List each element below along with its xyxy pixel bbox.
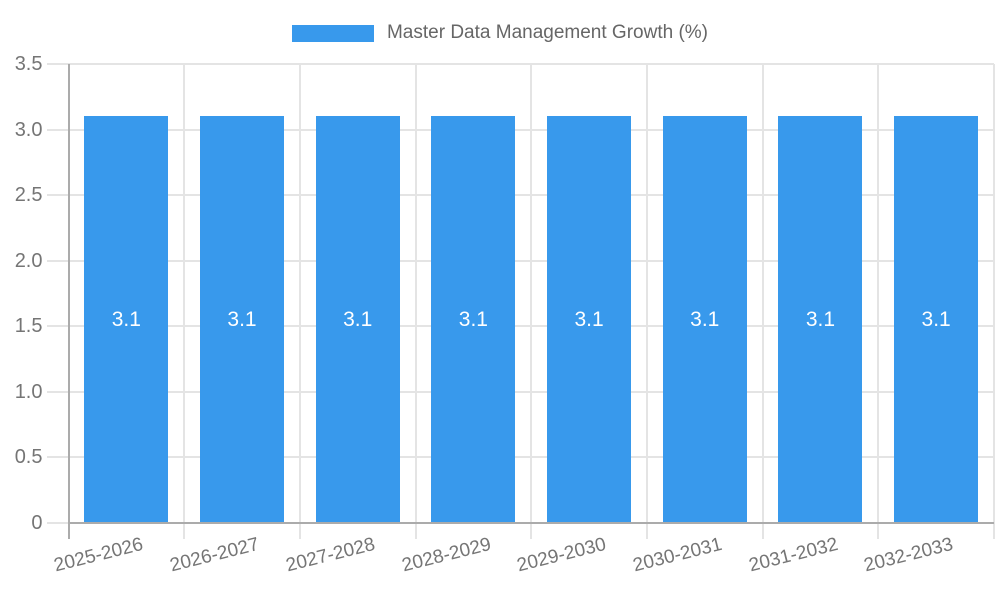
y-gridline bbox=[46, 456, 994, 459]
x-gridline bbox=[414, 64, 417, 539]
legend[interactable]: Master Data Management Growth (%) bbox=[0, 18, 1000, 48]
bar-value-label: 3.1 bbox=[458, 307, 488, 331]
x-axis-tick-label: 2030-2031 bbox=[630, 533, 725, 577]
bar-value-label: 3.1 bbox=[805, 307, 836, 331]
y-gridline bbox=[46, 325, 994, 328]
x-axis-tick-label: 2031-2032 bbox=[746, 533, 840, 577]
y-gridline bbox=[46, 63, 994, 65]
bar[interactable] bbox=[894, 116, 979, 523]
x-gridline bbox=[993, 64, 995, 539]
x-gridline bbox=[298, 64, 301, 539]
bar-value-label: 3.1 bbox=[921, 307, 951, 331]
y-axis-tick-label: 2.5 bbox=[14, 184, 43, 207]
bar-value-label: 3.1 bbox=[574, 307, 604, 331]
y-gridline bbox=[46, 194, 994, 197]
legend-swatch-icon bbox=[291, 24, 374, 42]
bar-value-label: 3.1 bbox=[690, 307, 720, 331]
x-axis-tick-label: 2032-2033 bbox=[862, 533, 956, 577]
bar[interactable] bbox=[547, 116, 632, 523]
x-axis-tick-label: 2029-2030 bbox=[515, 533, 609, 577]
y-axis-tick-label: 1.0 bbox=[14, 380, 43, 403]
bar[interactable] bbox=[431, 116, 516, 523]
bar[interactable] bbox=[662, 116, 747, 523]
y-axis-line bbox=[67, 64, 70, 539]
y-axis-tick-label: 2.0 bbox=[14, 249, 43, 272]
bar-value-label: 3.1 bbox=[111, 307, 141, 331]
x-axis-line bbox=[68, 522, 994, 524]
x-gridline bbox=[761, 64, 764, 539]
y-gridline bbox=[46, 128, 994, 131]
x-gridline bbox=[530, 64, 533, 539]
bar[interactable] bbox=[315, 116, 400, 523]
x-gridline bbox=[645, 64, 648, 539]
legend-label: Master Data Management Growth (%) bbox=[386, 22, 708, 43]
y-axis-tick-label: 1.5 bbox=[14, 315, 43, 338]
x-axis-tick-label: 2025-2026 bbox=[52, 533, 146, 577]
y-gridline bbox=[46, 259, 994, 262]
x-axis-tick-label: 2026-2027 bbox=[168, 533, 262, 577]
y-gridline bbox=[46, 390, 994, 393]
bar[interactable] bbox=[84, 116, 169, 523]
x-gridline bbox=[183, 64, 186, 539]
bar-value-label: 3.1 bbox=[343, 307, 373, 331]
x-axis-tick-label: 2027-2028 bbox=[283, 533, 378, 577]
x-gridline bbox=[877, 64, 880, 539]
bar[interactable] bbox=[200, 116, 285, 523]
y-axis-tick-label: 3.5 bbox=[14, 53, 43, 75]
y-axis-tick-label: 0.5 bbox=[14, 446, 43, 469]
y-axis-tick-label: 0 bbox=[31, 512, 43, 534]
bar[interactable] bbox=[778, 116, 863, 523]
bar-value-label: 3.1 bbox=[227, 307, 257, 331]
y-axis-tick-label: 3.0 bbox=[14, 118, 43, 141]
x-axis-tick-label: 2028-2029 bbox=[399, 533, 493, 577]
